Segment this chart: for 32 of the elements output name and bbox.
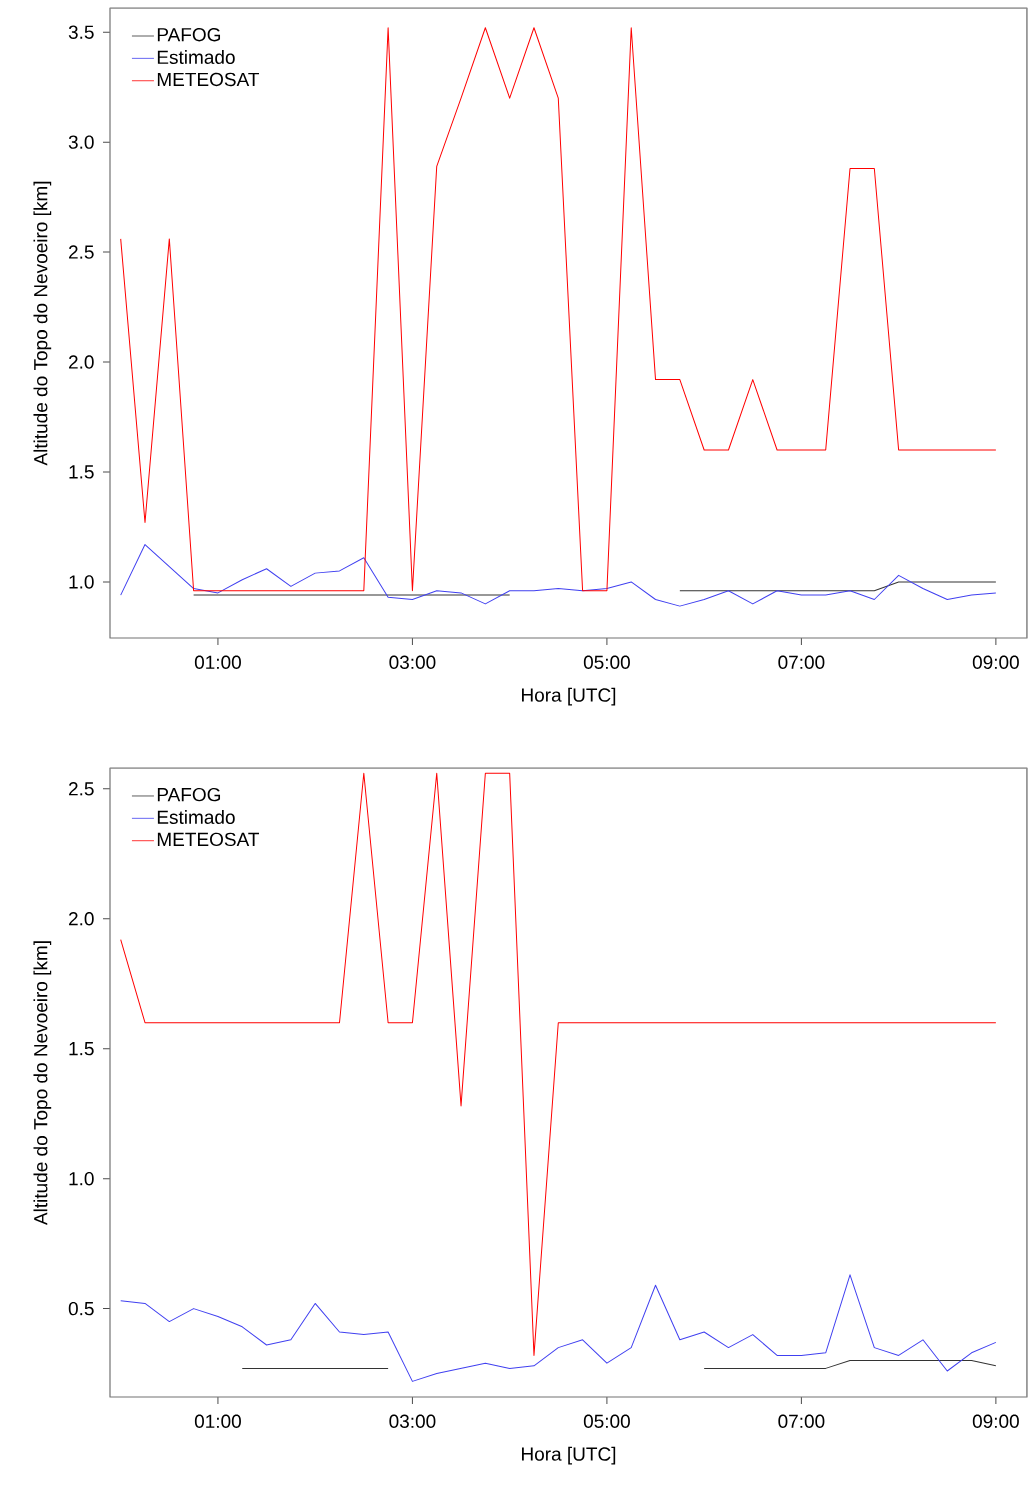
y-tick-label: 1.0 — [69, 1171, 94, 1186]
y-axis-title: Altitude do Topo do Nevoeiro [km] — [33, 181, 52, 466]
y-tick-label: 2.0 — [69, 912, 94, 926]
x-tick-label: 01:00 — [194, 1414, 241, 1428]
x-tick-label: 03:00 — [389, 655, 436, 669]
legend-label: PAFOG — [157, 27, 221, 42]
legend-label: Estimado — [157, 810, 235, 824]
line-series — [120, 544, 997, 607]
y-tick-label: 3.0 — [68, 135, 94, 149]
y-tick-label: 2.0 — [69, 355, 94, 369]
x-tick-label: 09:00 — [972, 1414, 1019, 1428]
y-tick-label: 1.0 — [69, 575, 94, 589]
x-tick-label: 09:00 — [972, 655, 1019, 669]
x-tick-label: 01:00 — [194, 655, 241, 669]
legend-label: Estimado — [157, 50, 235, 65]
y-tick-label: 3.5 — [68, 25, 94, 39]
x-tick-label: 07:00 — [778, 655, 825, 669]
legend-label: METEOSAT — [157, 832, 260, 847]
y-axis-title: Altitude do Topo do Nevoeiro [km] — [33, 941, 52, 1226]
y-tick-label: 1.5 — [69, 465, 94, 479]
y-tick-label: 2.5 — [69, 245, 94, 259]
x-axis-title: Hora [UTC] — [522, 687, 616, 706]
y-tick-label: 1.5 — [69, 1042, 94, 1056]
x-axis-title: Hora [UTC] — [522, 1446, 616, 1465]
y-tick-label: 2.5 — [69, 782, 94, 796]
x-tick-label: 05:00 — [583, 655, 630, 669]
x-tick-label: 03:00 — [389, 1414, 436, 1428]
y-tick-label: 0.5 — [68, 1301, 94, 1316]
x-tick-label: 07:00 — [778, 1414, 825, 1428]
legend-label: PAFOG — [157, 787, 221, 802]
x-tick-label: 05:00 — [583, 1414, 630, 1428]
legend-label: METEOSAT — [157, 72, 260, 87]
